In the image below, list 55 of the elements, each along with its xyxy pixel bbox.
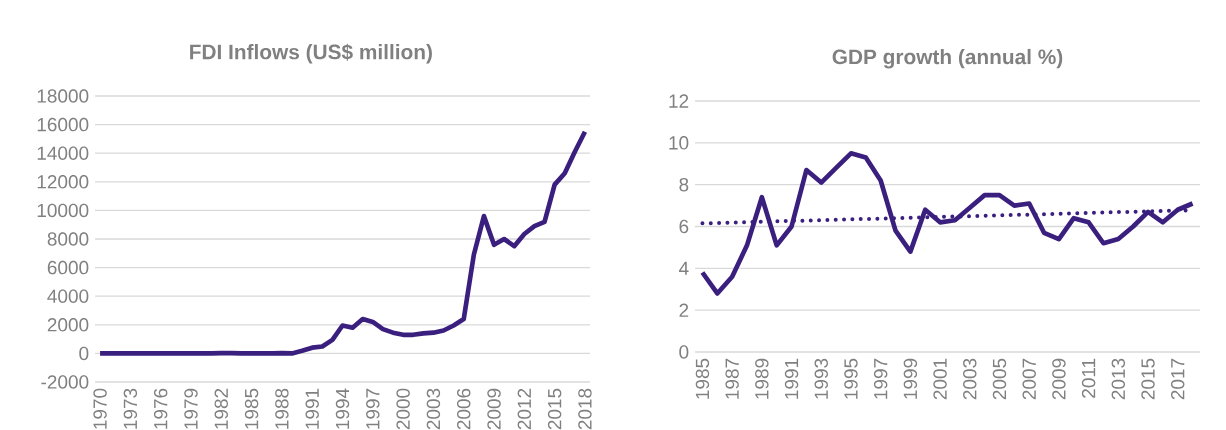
y-tick-label: 6000 xyxy=(47,260,89,275)
x-tick-label: 2009 xyxy=(487,388,501,430)
x-tick-label: 1979 xyxy=(184,388,198,429)
x-tick-label: 1985 xyxy=(695,358,710,399)
x-tick-label: 1985 xyxy=(244,388,259,429)
chart-title: GDP growth (annual %) xyxy=(832,48,1063,69)
x-tick-label: 2011 xyxy=(1081,358,1096,398)
y-tick-label: 12000 xyxy=(37,175,89,189)
y-tick-label: 0 xyxy=(79,346,89,361)
x-tick-label: 2003 xyxy=(963,358,977,400)
y-tick-label: 2 xyxy=(679,303,689,317)
y-tick-label: 4000 xyxy=(47,289,89,303)
x-tick-label: 2000 xyxy=(396,388,410,430)
y-tick-label: 4 xyxy=(679,261,689,275)
y-tick-label: 8 xyxy=(679,177,689,192)
x-tick-label: 1995 xyxy=(844,358,858,399)
x-tick-label: 2009 xyxy=(1052,358,1066,400)
x-tick-label: 1976 xyxy=(153,388,168,429)
y-tick-label: 16000 xyxy=(37,117,89,132)
y-tick-label: -2000 xyxy=(41,375,89,389)
x-tick-label: 1994 xyxy=(335,388,350,429)
y-tick-label: 0 xyxy=(679,345,689,359)
x-tick-label: 1997 xyxy=(873,358,888,399)
x-tick-label: 2015 xyxy=(547,388,562,430)
y-tick-label: 12 xyxy=(669,94,689,108)
x-tick-label: 1988 xyxy=(275,388,289,429)
y-tick-label: 8000 xyxy=(47,232,89,246)
y-tick-label: 6 xyxy=(679,219,689,234)
y-tick-label: 14000 xyxy=(37,146,89,160)
x-tick-label: 1982 xyxy=(214,388,229,429)
x-tick-label: 1973 xyxy=(123,388,138,429)
x-tick-label: 2003 xyxy=(426,388,441,430)
chart-title: FDI Inflows (US$ million) xyxy=(190,43,432,64)
x-tick-label: 1999 xyxy=(903,358,918,399)
x-tick-label: 1993 xyxy=(814,358,828,399)
x-tick-label: 1987 xyxy=(725,358,739,399)
y-tick-label: 18000 xyxy=(37,89,89,103)
x-tick-label: 2006 xyxy=(456,388,471,430)
x-tick-label: 2015 xyxy=(1141,358,1155,400)
x-tick-label: 2018 xyxy=(578,388,592,430)
y-tick-label: 10000 xyxy=(37,203,89,218)
x-tick-label: 2017 xyxy=(1170,358,1185,400)
x-tick-label: 2001 xyxy=(933,358,947,400)
line-series xyxy=(700,150,1195,296)
x-tick-label: 2007 xyxy=(1022,358,1036,400)
x-tick-label: 2013 xyxy=(1111,358,1126,400)
x-tick-label: 1991 xyxy=(784,358,799,399)
x-tick-label: 1997 xyxy=(366,388,380,429)
x-tick-label: 1970 xyxy=(93,388,107,429)
x-tick-label: 1991 xyxy=(305,388,319,429)
x-tick-label: 2005 xyxy=(992,358,1007,400)
y-tick-label: 2000 xyxy=(47,318,89,332)
x-tick-label: 2012 xyxy=(517,388,532,430)
x-tick-label: 1989 xyxy=(755,358,769,399)
y-tick-label: 10 xyxy=(669,136,689,150)
